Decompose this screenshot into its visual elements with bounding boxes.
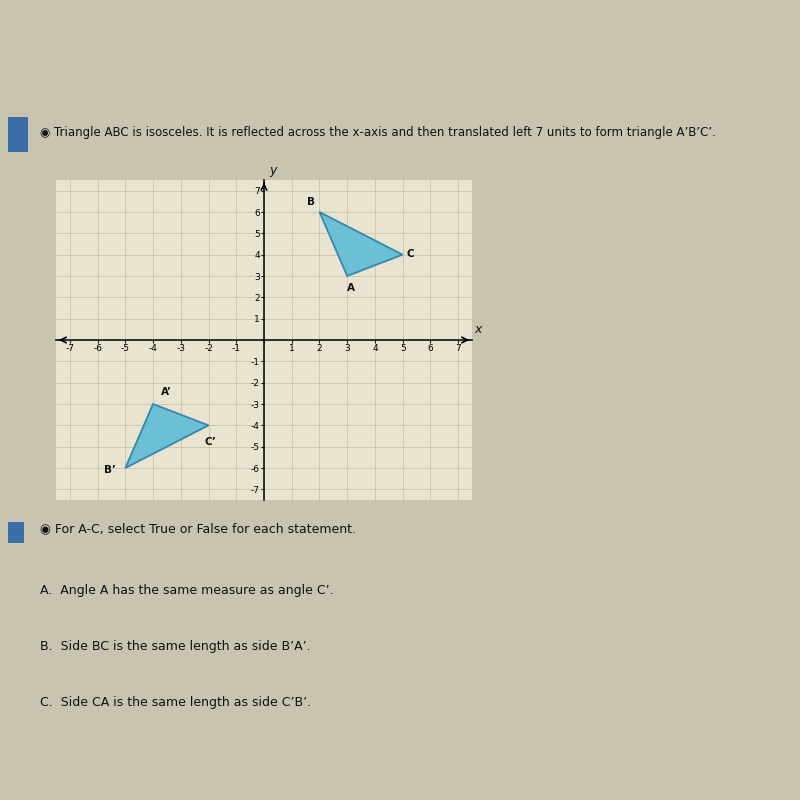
Text: ◉ For A-C, select True or False for each statement.: ◉ For A-C, select True or False for each… xyxy=(40,522,356,535)
Text: C.  Side CA is the same length as side C’B’.: C. Side CA is the same length as side C’… xyxy=(40,696,311,710)
Text: A’: A’ xyxy=(162,386,172,397)
Text: y: y xyxy=(270,164,277,177)
Polygon shape xyxy=(319,212,402,276)
Text: A.  Angle A has the same measure as angle C’.: A. Angle A has the same measure as angle… xyxy=(40,584,334,597)
Text: B: B xyxy=(307,197,315,206)
Text: C’: C’ xyxy=(204,437,216,447)
Text: ◉ Triangle ABC is isosceles. It is reflected across the x-axis and then translat: ◉ Triangle ABC is isosceles. It is refle… xyxy=(40,126,716,139)
Text: A: A xyxy=(347,283,355,294)
Text: x: x xyxy=(474,322,482,336)
Text: C: C xyxy=(407,249,414,258)
Text: B.  Side BC is the same length as side B’A’.: B. Side BC is the same length as side B’… xyxy=(40,640,310,653)
Bar xyxy=(8,117,28,152)
Text: B’: B’ xyxy=(104,465,116,474)
Bar xyxy=(8,522,24,542)
Polygon shape xyxy=(126,404,209,468)
